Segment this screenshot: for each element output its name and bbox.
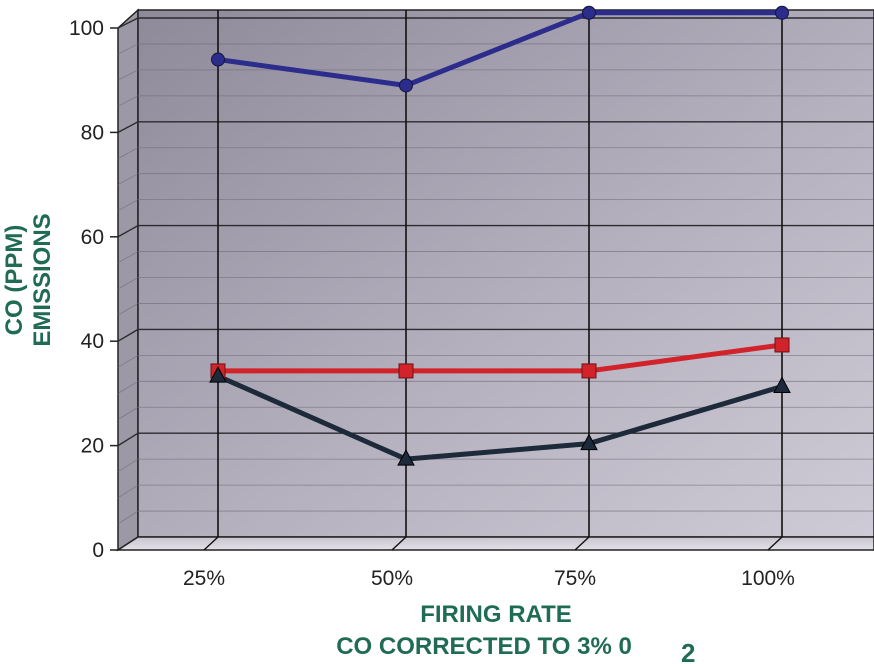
y-tick-label: 80: [81, 121, 104, 144]
series-2-point: [581, 363, 597, 379]
plot-floor: [115, 536, 874, 551]
minor-gridline-side: [117, 95, 139, 107]
x-tick-label: 100%: [741, 567, 795, 590]
plot-back-wall: [137, 9, 874, 538]
plot-side-wall: [117, 8, 139, 552]
minor-gridline-side: [117, 277, 139, 290]
y-tick-label: 60: [81, 226, 104, 249]
minor-gridline-side: [117, 199, 139, 212]
minor-gridline-side: [117, 484, 139, 499]
y-tick-label: 100: [69, 17, 104, 40]
minor-gridline-side: [117, 406, 139, 420]
y-tick-label: 20: [81, 435, 104, 458]
x-tick-label: 25%: [183, 567, 225, 590]
y-axis-title-line1: CO (PPM): [1, 225, 28, 336]
major-gridline-side: [117, 432, 139, 447]
series-1-point: [582, 5, 596, 20]
x-axis-title-line1: FIRING RATE: [420, 601, 572, 628]
minor-gridline-side: [117, 147, 139, 159]
y-axis-title-line2: EMISSIONS: [29, 213, 56, 346]
x-axis-title-subscript: 2: [681, 638, 695, 664]
major-gridline-side: [117, 328, 139, 342]
major-gridline-side: [117, 121, 139, 134]
series-1-point: [775, 5, 789, 20]
minor-gridline-side: [117, 303, 139, 316]
series-3-line: [216, 373, 783, 462]
series-2-point: [774, 337, 790, 353]
minor-gridline-side: [117, 380, 139, 394]
series-1-point: [399, 78, 413, 93]
major-gridline-side: [117, 17, 139, 29]
minor-gridline-side: [117, 458, 139, 473]
x-tick-label: 50%: [371, 567, 413, 590]
series-2-line: [218, 342, 783, 374]
series-1-line: [217, 10, 782, 88]
y-tick-label: 40: [81, 330, 104, 353]
series-2-point: [398, 363, 414, 379]
y-axis-title: CO (PPM) EMISSIONS: [1, 213, 56, 346]
series-3-point: [209, 366, 227, 383]
x-tick-label: 75%: [554, 567, 596, 590]
category-floor-line: [767, 536, 783, 551]
minor-gridline-side: [117, 173, 139, 185]
x-axis-title-line2: CO CORRECTED TO 3% 0: [336, 633, 632, 660]
category-floor-line: [574, 536, 590, 551]
series-3-point: [397, 449, 415, 466]
minor-gridline-side: [117, 43, 139, 55]
minor-gridline-side: [117, 510, 139, 525]
major-gridline-side: [117, 224, 139, 238]
minor-gridline-side: [117, 251, 139, 264]
category-floor-line: [203, 536, 219, 551]
minor-gridline-side: [117, 355, 139, 368]
series-3-point: [773, 376, 791, 393]
series-1-point: [211, 52, 225, 67]
series-3-point: [580, 433, 598, 451]
category-floor-line: [391, 536, 407, 551]
minor-gridline-side: [117, 69, 139, 81]
y-tick-label: 0: [92, 539, 104, 562]
